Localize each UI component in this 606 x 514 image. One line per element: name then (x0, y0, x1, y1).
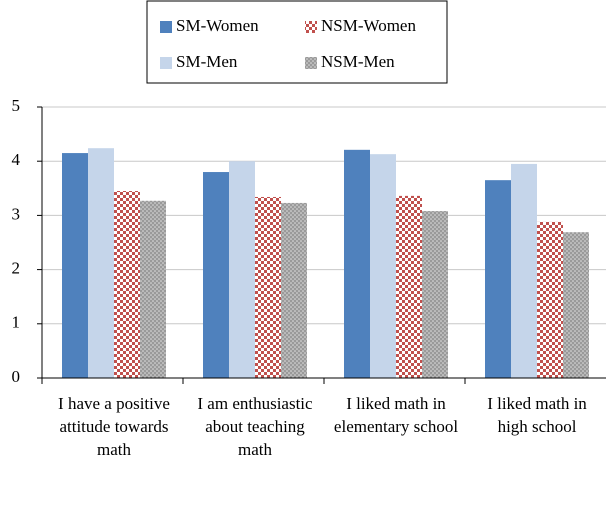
bar (281, 202, 307, 378)
bar (88, 148, 114, 378)
bar (140, 200, 166, 378)
bar (203, 172, 229, 378)
x-tick-label: I have a positive attitude towards math (58, 394, 170, 459)
legend-swatch (305, 21, 317, 33)
x-tick-label: I liked math in elementary school (333, 394, 459, 436)
legend-label: SM-Men (176, 52, 238, 71)
legend-swatch (305, 57, 317, 69)
legend-swatch (160, 57, 172, 69)
bar (229, 161, 255, 378)
y-tick-label: 0 (12, 367, 21, 386)
bar (485, 180, 511, 378)
bar (537, 221, 563, 378)
bar (563, 232, 589, 378)
bar (396, 195, 422, 378)
legend-label: NSM-Women (321, 16, 416, 35)
x-tick-label: I am enthusiastic about teaching math (197, 394, 313, 459)
bar (344, 149, 370, 378)
legend-box (146, 0, 448, 84)
bar (62, 153, 88, 378)
y-tick-label: 1 (12, 313, 21, 332)
legend-label: SM-Women (176, 16, 259, 35)
legend-label: NSM-Men (321, 52, 395, 71)
bar (511, 163, 537, 378)
bar (422, 211, 448, 378)
bar (114, 191, 140, 378)
x-tick-label: I liked math in high school (487, 394, 587, 436)
y-tick-label: 4 (12, 150, 21, 169)
y-tick-label: 2 (12, 259, 21, 278)
legend-swatch (160, 21, 172, 33)
bar (255, 196, 281, 378)
y-tick-label: 5 (12, 96, 21, 115)
bar (370, 154, 396, 378)
y-tick-label: 3 (12, 204, 21, 223)
